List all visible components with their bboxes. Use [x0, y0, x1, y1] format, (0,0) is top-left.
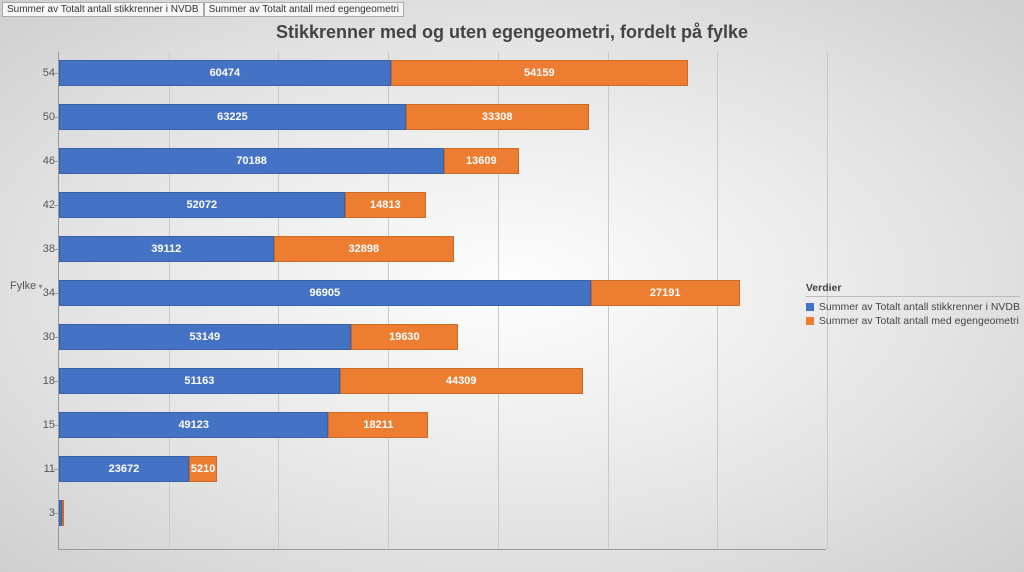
bar-segment-nvdb: 49123: [59, 412, 328, 438]
category-row: 305314919630: [59, 324, 826, 350]
chart-plot-area: 546047454159 506322533308 467018813609 4252…: [58, 52, 826, 550]
category-label: 3: [29, 500, 55, 526]
bar-segment-egen: 13609: [444, 148, 519, 174]
category-label: 18: [29, 368, 55, 394]
category-row: 349690527191: [59, 280, 826, 306]
legend-swatch: [806, 303, 814, 311]
category-row: 3: [59, 500, 826, 526]
category-row: 154912318211: [59, 412, 826, 438]
bar-stack: 5314919630: [59, 324, 458, 350]
legend-title: Verdier: [806, 282, 1020, 297]
category-row: 546047454159: [59, 60, 826, 86]
category-row: 11236725210: [59, 456, 826, 482]
bar-segment-nvdb: 96905: [59, 280, 591, 306]
bar-stack: 7018813609: [59, 148, 519, 174]
header-labels: Summer av Totalt antall stikkrenner i NV…: [2, 2, 404, 17]
bar-segment-egen: 54159: [391, 60, 688, 86]
chart-legend: Verdier Summer av Totalt antall stikkren…: [806, 282, 1020, 327]
legend-item: Summer av Totalt antall stikkrenner i NV…: [806, 301, 1020, 313]
category-row: 467018813609: [59, 148, 826, 174]
bar-stack: 5116344309: [59, 368, 583, 394]
bar-stack: 5207214813: [59, 192, 426, 218]
category-label: 11: [29, 456, 55, 482]
category-label: 38: [29, 236, 55, 262]
legend-label: Summer av Totalt antall med egengeometri: [819, 315, 1019, 327]
category-label: 50: [29, 104, 55, 130]
bar-segment-nvdb: 53149: [59, 324, 351, 350]
bar-segment-nvdb: 51163: [59, 368, 340, 394]
bar-segment-nvdb: 63225: [59, 104, 406, 130]
category-label: 46: [29, 148, 55, 174]
bar-segment-egen: [62, 500, 64, 526]
bar-segment-egen: 19630: [351, 324, 459, 350]
category-row: 506322533308: [59, 104, 826, 130]
category-row: 185116344309: [59, 368, 826, 394]
header-label-b: Summer av Totalt antall med egengeometri: [204, 2, 404, 17]
bar-segment-egen: 44309: [340, 368, 583, 394]
category-label: 34: [29, 280, 55, 306]
bar-stack: [59, 500, 64, 526]
legend-item: Summer av Totalt antall med egengeometri: [806, 315, 1020, 327]
bar-stack: 236725210: [59, 456, 217, 482]
bar-segment-nvdb: 60474: [59, 60, 391, 86]
bar-stack: 6047454159: [59, 60, 688, 86]
chart-title: Stikkrenner med og uten egengeometri, fo…: [0, 22, 1024, 43]
legend-label: Summer av Totalt antall stikkrenner i NV…: [819, 301, 1020, 313]
category-row: 425207214813: [59, 192, 826, 218]
bar-stack: 3911232898: [59, 236, 454, 262]
bar-segment-egen: 33308: [406, 104, 589, 130]
bar-stack: 4912318211: [59, 412, 428, 438]
bar-stack: 6322533308: [59, 104, 589, 130]
bar-segment-nvdb: 23672: [59, 456, 189, 482]
bar-segment-egen: 32898: [274, 236, 454, 262]
category-row: 383911232898: [59, 236, 826, 262]
bar-stack: 9690527191: [59, 280, 740, 306]
bar-segment-nvdb: 70188: [59, 148, 444, 174]
category-label: 30: [29, 324, 55, 350]
bar-segment-egen: 27191: [591, 280, 740, 306]
legend-swatch: [806, 317, 814, 325]
bar-segment-egen: 5210: [189, 456, 218, 482]
bar-segment-egen: 14813: [345, 192, 426, 218]
category-label: 15: [29, 412, 55, 438]
bar-segment-nvdb: 39112: [59, 236, 274, 262]
category-label: 42: [29, 192, 55, 218]
bar-segment-nvdb: 52072: [59, 192, 345, 218]
header-label-a: Summer av Totalt antall stikkrenner i NV…: [2, 2, 204, 17]
category-label: 54: [29, 60, 55, 86]
bar-segment-egen: 18211: [328, 412, 428, 438]
